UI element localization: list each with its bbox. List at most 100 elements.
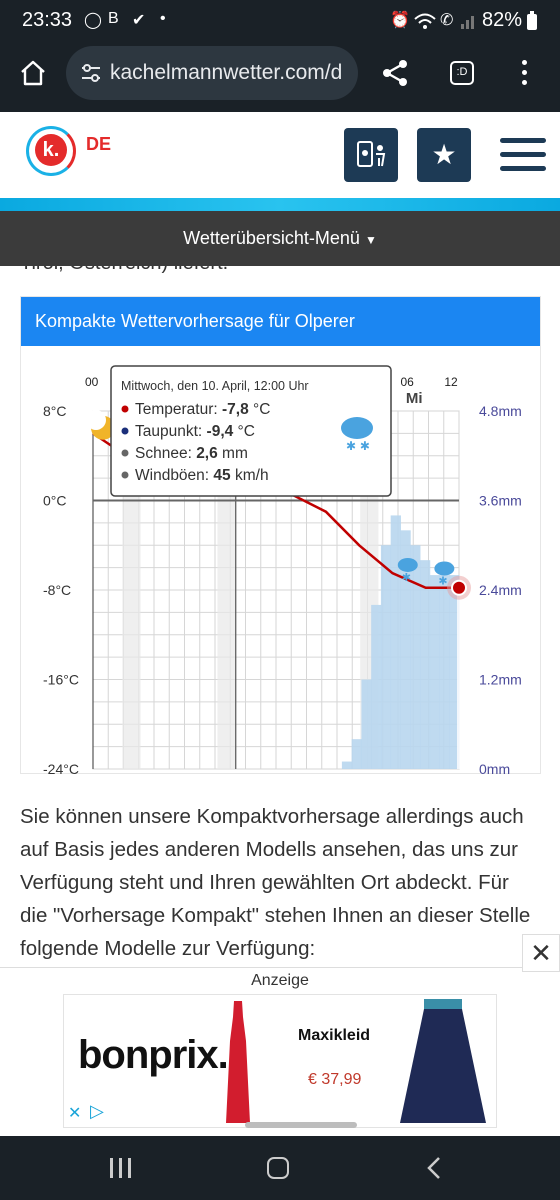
ad-banner[interactable]: ✕ Anzeige bonprix. Maxikleid € 37,99 ✕ ▷ [0, 934, 560, 1135]
x-tick-label: 12 [444, 375, 458, 389]
tooltip-row-label: Temperatur: [135, 401, 222, 418]
wifi-icon [414, 13, 436, 29]
day-label: Mi [406, 390, 423, 407]
moon-cutout [86, 409, 106, 430]
ad-price: € 37,99 [308, 1071, 362, 1088]
back-icon[interactable] [426, 1156, 442, 1180]
address-bar[interactable]: kachelmannwetter.com/d [66, 46, 358, 100]
cloud-shape [434, 561, 455, 576]
ad-product: Maxikleid [298, 1027, 371, 1044]
logo-text: k. [35, 134, 67, 166]
header-accent-bar [0, 198, 560, 211]
tooltip-row-value: 2,6 [196, 445, 218, 462]
tooltip-box [110, 365, 392, 497]
snow-cloud-icon: ✱ [434, 561, 455, 588]
tab-switcher-icon[interactable]: :D [450, 61, 474, 85]
recent-apps-icon[interactable] [110, 1158, 132, 1178]
snow-bar [351, 739, 362, 769]
b-icon: B [108, 10, 119, 27]
phone-weather-icon [357, 141, 386, 167]
card-title: Kompakte Wettervorhersage für Olperer [21, 297, 540, 346]
snow-cloud-icon: ✱ [397, 557, 418, 584]
share-icon[interactable] [380, 58, 410, 88]
y-left-tick-label: -16°C [43, 672, 79, 688]
status-bar: 23:33 ◯ B ✔ • ⏰ ✆ 82% [0, 0, 560, 42]
snow-bar [390, 515, 401, 769]
intro-paragraph: Sie können unsere Kompaktvorhersage alle… [20, 805, 531, 960]
tooltip-row-value: 45 [213, 467, 231, 484]
tooltip-row-unit: km/h [231, 467, 269, 484]
tooltip-row-value: -7,8 [222, 401, 249, 418]
y-right-tick-label: 1.2mm [479, 672, 522, 688]
ad-scroll-indicator [245, 1122, 357, 1128]
y-left-tick-label: 0°C [43, 493, 67, 509]
circle-icon: ◯ [84, 12, 102, 29]
snow-bar [371, 604, 382, 769]
favorite-star-icon[interactable]: ★ [417, 128, 471, 182]
red-dress-image [226, 1001, 250, 1123]
y-right-tick-label: 0mm [479, 761, 510, 774]
chart-tooltip: Mittwoch, den 10. April, 12:00 Uhr Temper… [110, 365, 392, 497]
tooltip-row-label: Windböen: [135, 467, 213, 484]
snow-bar [449, 575, 460, 769]
snow-bar [361, 679, 372, 769]
snow-bar [429, 575, 440, 769]
tooltip-row: Schnee: 2,6 mm [135, 445, 248, 462]
home-nav-icon[interactable] [267, 1157, 289, 1179]
cloud-shape [341, 417, 373, 439]
language-selector[interactable]: DE [86, 134, 112, 154]
snow-bar [439, 575, 450, 769]
caret-down-icon: ▼ [364, 233, 377, 247]
adchoices-icon[interactable]: ▷ [90, 1101, 104, 1121]
url-text: kachelmannwetter.com/d [110, 61, 343, 84]
x-tick-label: 00 [85, 375, 99, 389]
ad-brand: bonprix. [78, 1033, 229, 1077]
ad-content[interactable]: bonprix. Maxikleid € 37,99 ✕ ▷ [63, 994, 497, 1128]
weather-menu-label: Wetterübersicht-Menü [183, 228, 360, 248]
logo-icon[interactable]: k. [26, 126, 76, 176]
check-icon: ✔ [132, 12, 146, 29]
tooltip-row-value: -9,4 [207, 423, 234, 440]
home-icon[interactable] [18, 58, 48, 88]
weather-menu-bar[interactable]: Wetterübersicht-Menü ▼ [0, 211, 560, 266]
tooltip-bullet [121, 405, 129, 413]
snow-bar [380, 545, 392, 769]
cloud-shape [397, 557, 418, 572]
tooltip-snow-cloud-icon: ✱ ✱ [341, 417, 373, 453]
app-button[interactable] [344, 128, 398, 182]
close-ad-icon[interactable]: ✕ [522, 934, 560, 972]
tooltip-row-label: Taupunkt: [135, 423, 207, 440]
tooltip-row: Windböen: 45 km/h [135, 467, 269, 484]
battery-percent: 82% [481, 9, 522, 31]
y-left-tick-label: -24°C [43, 761, 79, 774]
call-icon: ✆ [440, 12, 454, 29]
forecast-card: Kompakte Wettervorhersage für Olperer ✱ ✱… [20, 296, 541, 810]
navy-skirt-image [400, 999, 486, 1123]
clock: 23:33 [22, 9, 73, 31]
adchoices-close-icon[interactable]: ✕ [68, 1105, 82, 1122]
menu-icon[interactable] [522, 60, 528, 85]
temperature-marker [451, 579, 467, 596]
site-header: k. DE ★ [0, 112, 560, 200]
tab-switcher-label: :D [456, 66, 468, 78]
alarm-icon: ⏰ [390, 12, 410, 29]
snow-bar [400, 530, 411, 769]
y-right-tick-label: 2.4mm [479, 582, 522, 598]
snowflake-glyph: ✱ [402, 571, 411, 584]
hamburger-menu-icon[interactable] [500, 138, 546, 171]
battery-icon [527, 11, 537, 30]
tooltip-row-label: Schnee: [135, 445, 196, 462]
site-settings-icon[interactable] [80, 62, 102, 84]
browser-toolbar: kachelmannwetter.com/d :D [0, 42, 560, 112]
y-left-tick-label: 8°C [43, 403, 67, 419]
tooltip-row: Taupunkt: -9,4 °C [135, 423, 255, 440]
system-navigation-bar [0, 1136, 560, 1200]
signal-icon [461, 16, 474, 29]
y-left-tick-label: -8°C [43, 582, 71, 598]
snowflake-glyph: ✱ ✱ [346, 439, 370, 453]
tooltip-bullet [121, 471, 129, 479]
y-right-tick-label: 3.6mm [479, 493, 522, 509]
forecast-chart[interactable]: ✱ ✱ 8°C 0°C -8°C -16°C -24°C 4.8mm 3.6mm 2.4mm 1.2… [21, 346, 540, 810]
tooltip-row-unit: °C [249, 401, 271, 418]
snowflake-glyph: ✱ [438, 575, 447, 588]
